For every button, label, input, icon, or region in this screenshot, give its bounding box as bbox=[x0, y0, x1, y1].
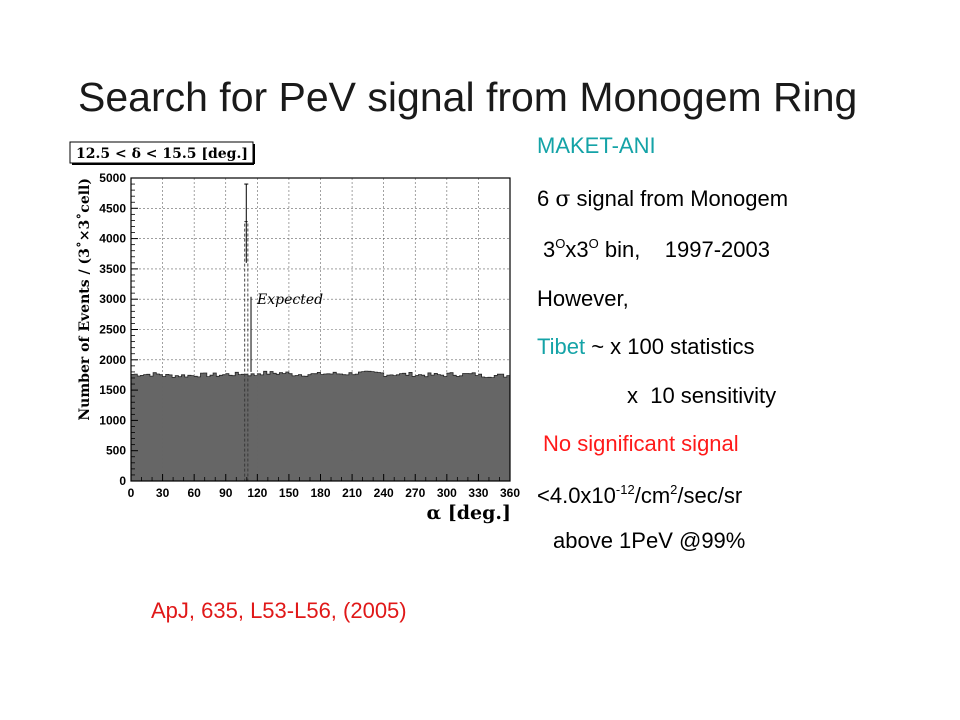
x-axis-label: α [deg.] bbox=[427, 502, 512, 524]
x-tick-label: 330 bbox=[468, 486, 488, 500]
y-tick-label: 2000 bbox=[99, 353, 126, 367]
y-tick-label: 2500 bbox=[99, 323, 126, 337]
degree-sup: O bbox=[588, 236, 599, 251]
y-axis-label: Number of Events / (3˚×3˚cell) bbox=[76, 178, 93, 421]
bullet-text: However, bbox=[537, 286, 629, 311]
y-tick-label: 3000 bbox=[99, 292, 126, 306]
histogram-bars bbox=[130, 370, 511, 482]
x-tick-label: 120 bbox=[247, 486, 267, 500]
bullet-text: MAKET-ANI bbox=[537, 133, 656, 158]
y-tick-label: 3500 bbox=[99, 262, 126, 276]
x-tick-label: 210 bbox=[342, 486, 362, 500]
bullet-maket-ani: MAKET-ANI bbox=[537, 133, 656, 159]
x-tick-label: 150 bbox=[279, 486, 299, 500]
exponent-sup: 2 bbox=[670, 482, 678, 497]
bullet-bin-period: 3Ox3O bin, 1997-2003 bbox=[543, 237, 770, 263]
y-tick-label: 500 bbox=[106, 444, 126, 458]
x-tick-label: 360 bbox=[500, 486, 520, 500]
bullet-text: above 1PeV @99% bbox=[553, 528, 746, 553]
x-tick-label: 90 bbox=[219, 486, 233, 500]
bullet-tibet-statistics: Tibet ~ x 100 statistics bbox=[537, 334, 754, 360]
bullet-text: ~ x 100 statistics bbox=[585, 334, 755, 359]
expected-label: Expected bbox=[256, 292, 323, 308]
x-tick-label: 0 bbox=[128, 486, 135, 500]
x-tick-label: 300 bbox=[437, 486, 457, 500]
bullet-no-signal: No significant signal bbox=[543, 431, 739, 457]
bullet-text: /cm bbox=[634, 483, 671, 508]
bullet-text: <4.0x10 bbox=[537, 483, 616, 508]
bullet-text: bin, 1997-2003 bbox=[598, 237, 770, 262]
x-tick-label: 180 bbox=[310, 486, 330, 500]
bullet-sensitivity: x 10 sensitivity bbox=[627, 383, 776, 409]
y-tick-label: 0 bbox=[119, 474, 126, 488]
y-tick-label: 1000 bbox=[99, 413, 126, 427]
bullet-text: /sec/sr bbox=[677, 483, 743, 508]
x-tick-label: 60 bbox=[187, 486, 201, 500]
x-tick-label: 30 bbox=[156, 486, 170, 500]
bullet-text: 6 bbox=[537, 186, 556, 211]
sigma-symbol: σ bbox=[555, 187, 571, 212]
exponent-sup: -12 bbox=[615, 482, 635, 497]
bullet-signal-sigma: 6 σ signal from Monogem bbox=[537, 186, 788, 212]
x-tick-label: 240 bbox=[374, 486, 394, 500]
tibet-label: Tibet bbox=[537, 334, 586, 359]
plot-frame bbox=[130, 177, 511, 482]
plot-area bbox=[131, 178, 510, 481]
degree-sup: O bbox=[555, 236, 566, 251]
x-tick-label: 270 bbox=[405, 486, 425, 500]
bullet-text: x 10 sensitivity bbox=[627, 383, 777, 408]
bullet-flux-limit: <4.0x10-12/cm2/sec/sr bbox=[537, 483, 742, 509]
bullet-however: However, bbox=[537, 286, 629, 312]
slide-title: Search for PeV signal from Monogem Ring bbox=[78, 74, 858, 120]
bullet-text: No significant signal bbox=[543, 431, 739, 456]
y-tick-label: 4000 bbox=[99, 232, 126, 246]
chart-title-box bbox=[69, 141, 254, 164]
y-tick-label: 5000 bbox=[99, 171, 126, 185]
bullet-above-pev: above 1PeV @99% bbox=[553, 528, 745, 554]
bullet-text: x3 bbox=[565, 237, 589, 262]
bullet-text: signal from Monogem bbox=[570, 186, 789, 211]
chart-title: 12.5 < δ < 15.5 [deg.] bbox=[76, 146, 248, 162]
bullet-text: 3 bbox=[543, 237, 556, 262]
y-tick-label: 4500 bbox=[99, 201, 126, 215]
signal-bin-bar bbox=[244, 221, 249, 482]
citation: ApJ, 635, L53-L56, (2005) bbox=[151, 598, 407, 623]
y-tick-label: 1500 bbox=[99, 383, 126, 397]
